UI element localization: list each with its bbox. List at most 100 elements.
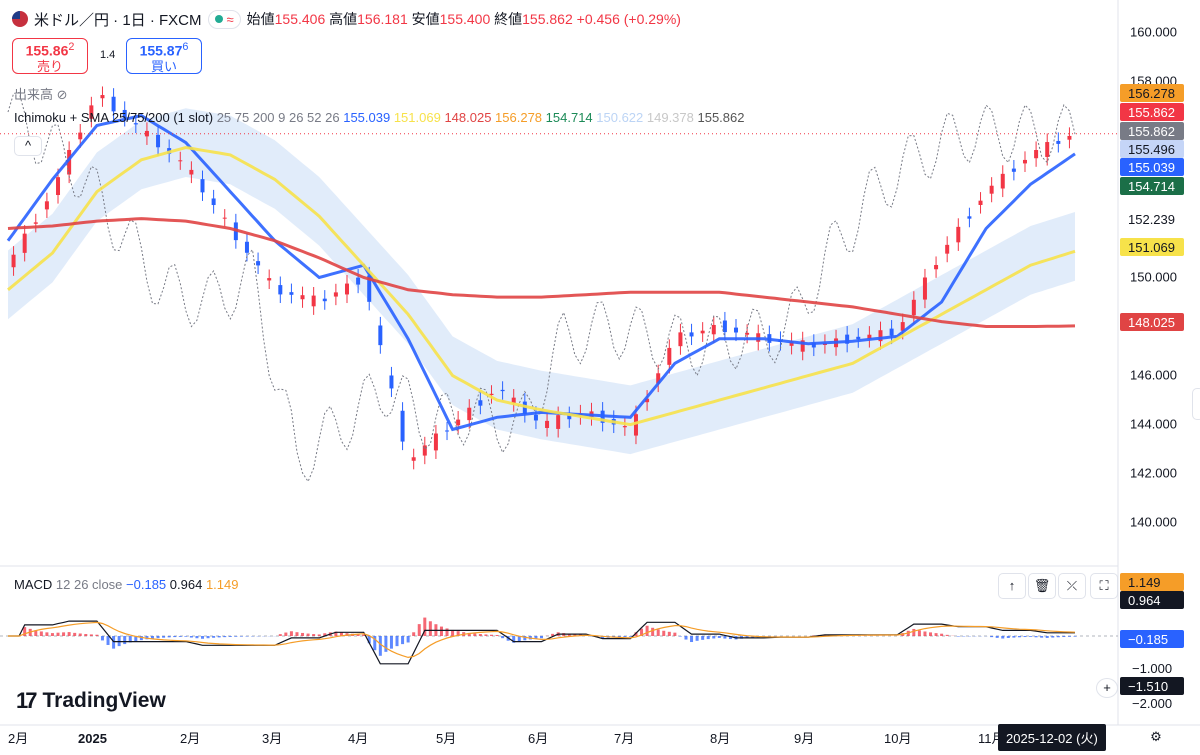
candle-body xyxy=(911,299,916,316)
macd-histogram-bar xyxy=(78,633,82,636)
macd-histogram-bar xyxy=(640,628,644,636)
macd-histogram-bar xyxy=(623,636,627,637)
candle-body xyxy=(189,169,194,175)
price-badge xyxy=(1120,210,1184,228)
maximize-pane-button[interactable]: ⛶ xyxy=(1090,573,1118,599)
time-tick-label: 2月 xyxy=(180,731,200,746)
macd-histogram-bar xyxy=(1067,636,1071,637)
collapse-pane-button[interactable]: ⤫ xyxy=(1058,573,1086,599)
candle-body xyxy=(956,226,961,243)
candle-body xyxy=(734,327,739,333)
macd-histogram-bar xyxy=(1073,636,1077,637)
eye-off-icon[interactable]: ⊘ xyxy=(56,87,68,102)
macd-histogram-bar xyxy=(401,636,405,645)
indicator-value: 151.069 xyxy=(393,110,445,125)
candle-body xyxy=(811,342,816,348)
indicator-values: 155.039 151.069 148.025 156.278 154.714 … xyxy=(343,110,744,125)
candle-body xyxy=(222,217,227,219)
price-tick-label: 150.000 xyxy=(1130,270,1177,285)
candle-body xyxy=(856,336,861,340)
tradingview-logo[interactable]: 17 TradingView xyxy=(16,688,166,714)
candle-body xyxy=(489,393,494,396)
macd-legend[interactable]: MACD 12 26 close −0.185 0.964 1.149 xyxy=(14,577,239,592)
macd-value: 0.964 xyxy=(169,577,203,592)
candle-body xyxy=(622,426,627,428)
price-badge-label: 155.862 xyxy=(1128,105,1175,120)
macd-histogram-bar xyxy=(523,636,527,641)
macd-histogram-bar xyxy=(573,634,577,636)
macd-histogram-bar xyxy=(301,632,305,636)
indicator-value: 155.039 xyxy=(343,110,394,125)
macd-histogram-bar xyxy=(701,636,705,640)
settings-button[interactable]: ⚙ xyxy=(1146,728,1166,746)
macd-histogram-bar xyxy=(45,632,49,636)
macd-histogram-bar xyxy=(162,636,166,638)
macd-histogram-bar xyxy=(84,633,88,636)
indicator-value: 156.278 xyxy=(495,110,546,125)
macd-histogram-bar xyxy=(1045,636,1049,638)
volume-legend[interactable]: 出来高 ⊘ xyxy=(14,84,68,103)
macd-histogram-bar xyxy=(173,636,177,638)
price-badge-label: 152.239 xyxy=(1128,212,1175,227)
chevron-up-icon: ^ xyxy=(24,138,32,153)
price-badge xyxy=(1120,238,1184,256)
sell-button[interactable]: 155.862 売り xyxy=(12,38,88,74)
time-tick-label: 2025 xyxy=(78,731,107,746)
delete-pane-button[interactable]: 🗑 xyxy=(1028,573,1056,599)
candle-body xyxy=(978,200,983,205)
indicator-name: Ichimoku + SMA 25/75/200 (1 slot) xyxy=(14,110,214,125)
macd-histogram-bar xyxy=(289,631,293,636)
low-label: 安値 xyxy=(411,11,440,27)
add-plus-button[interactable]: + xyxy=(1096,678,1118,698)
candle-body xyxy=(11,254,16,268)
macd-histogram-bar xyxy=(929,632,933,636)
candle-body xyxy=(322,298,327,302)
candle-body xyxy=(1045,142,1050,157)
low-value: 155.400 xyxy=(439,11,491,27)
candle-body xyxy=(1000,173,1005,189)
macd-histogram-bar xyxy=(323,633,327,636)
buy-button[interactable]: 155.876 買い xyxy=(126,38,202,74)
maximize-icon: ⛶ xyxy=(1099,578,1109,593)
symbol-title[interactable]: 米ドル／円 · 1日 · FXCM xyxy=(34,11,202,29)
macd-histogram-bar xyxy=(439,626,443,636)
macd-histogram-bar xyxy=(540,636,543,639)
macd-histogram-bar xyxy=(406,636,410,643)
move-pane-up-button[interactable]: ↑ xyxy=(998,573,1026,599)
right-edge-scroll-handle[interactable] xyxy=(1192,388,1200,420)
macd-histogram-bar xyxy=(217,636,221,638)
buy-price: 155.87 xyxy=(139,42,183,59)
candle-body xyxy=(656,373,661,384)
candle-body xyxy=(456,419,461,426)
indicator-value: 148.025 xyxy=(444,110,496,125)
macd-histogram-bar xyxy=(223,636,227,638)
candle-body xyxy=(289,292,294,295)
macd-signal-line xyxy=(8,621,1076,659)
macd-histogram-bar xyxy=(501,636,505,639)
sell-price-sup: 2 xyxy=(68,41,75,53)
macd-badge-label: −1.510 xyxy=(1128,679,1168,694)
candle-body xyxy=(156,134,161,148)
macd-histogram-bar xyxy=(95,634,99,636)
candle-body xyxy=(500,389,505,392)
macd-histogram-bar xyxy=(684,636,688,640)
price-badge xyxy=(1120,140,1184,158)
macd-histogram-bar xyxy=(417,624,421,636)
collapse-legend-button[interactable]: ^ xyxy=(14,136,42,156)
market-status-pill[interactable]: ≈ xyxy=(207,9,241,29)
macd-histogram-bar xyxy=(339,632,343,636)
plus-icon: + xyxy=(1103,680,1111,695)
macd-histogram-bar xyxy=(812,635,816,636)
macd-histogram-bar xyxy=(1001,636,1005,639)
candle-body xyxy=(722,320,727,333)
price-badge-label: 155.496 xyxy=(1128,142,1175,157)
macd-histogram-bar xyxy=(551,633,555,636)
macd-histogram-bar xyxy=(484,634,488,636)
macd-histogram-bar xyxy=(384,636,388,652)
macd-histogram-bar xyxy=(995,636,999,638)
indicator-legend[interactable]: Ichimoku + SMA 25/75/200 (1 slot) 25 75 … xyxy=(14,110,744,125)
macd-histogram-bar xyxy=(673,632,677,636)
tradingview-mark-icon: 17 xyxy=(16,688,38,713)
buy-label: 買い xyxy=(150,59,177,75)
